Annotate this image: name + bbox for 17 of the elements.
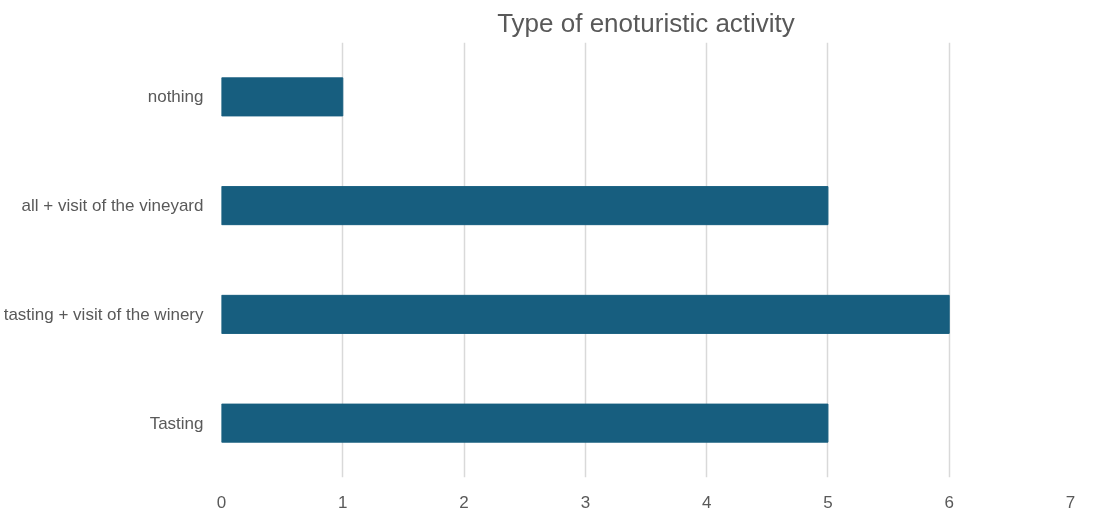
chart-title: Type of enoturistic activity	[497, 7, 795, 38]
y-tick-label: all + visit of the vineyard	[21, 196, 204, 216]
x-tick-label: 5	[823, 492, 833, 512]
y-tick-label: nothing	[147, 87, 204, 107]
bar	[221, 294, 950, 334]
x-tick-label: 4	[701, 492, 712, 512]
y-tick-label: Tasting	[149, 413, 204, 433]
x-tick-label: 3	[580, 492, 591, 512]
x-tick-label: 1	[338, 492, 348, 512]
x-tick-label: 6	[944, 492, 954, 512]
x-tick-label: 7	[1065, 492, 1076, 512]
bar	[221, 77, 344, 117]
x-tick-label: 2	[459, 492, 469, 512]
y-tick-label: tasting + visit of the winery	[3, 304, 204, 324]
bar	[221, 403, 829, 443]
x-tick-label: 0	[216, 492, 227, 512]
bar	[221, 186, 829, 226]
